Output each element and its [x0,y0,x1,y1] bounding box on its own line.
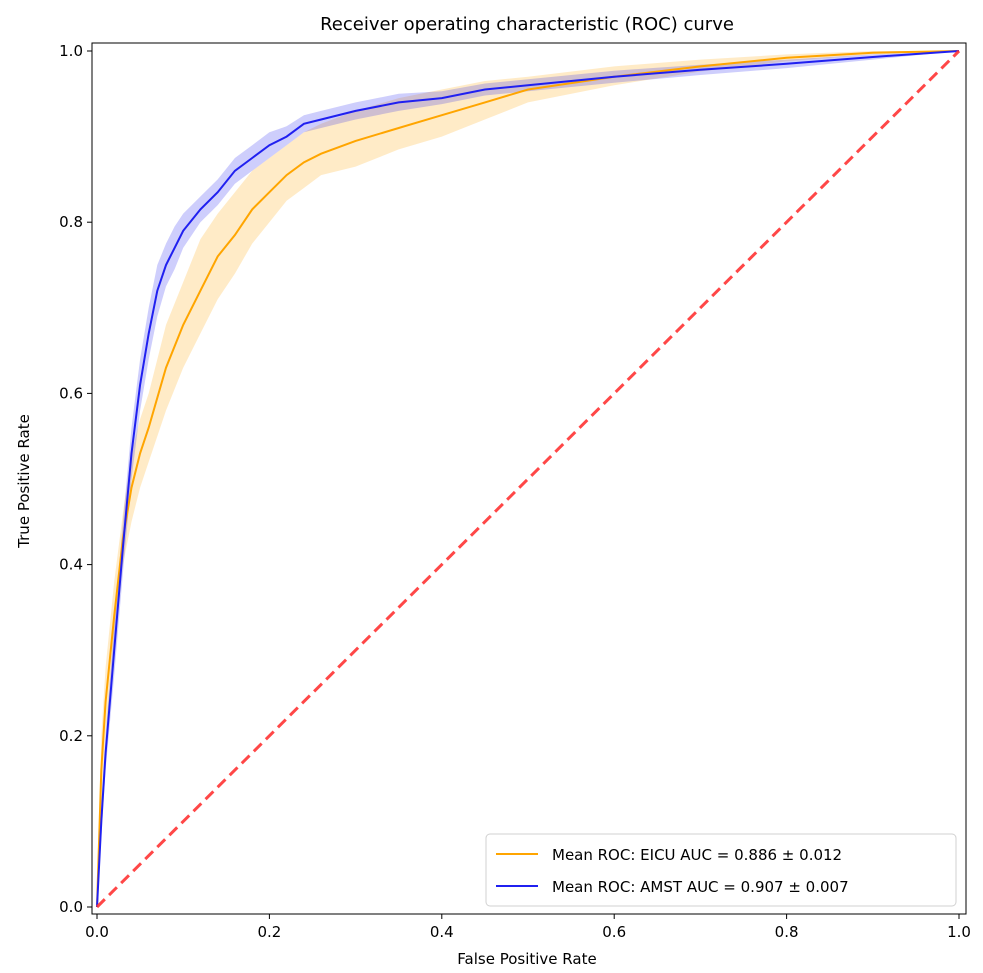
legend: Mean ROC: EICU AUC = 0.886 ± 0.012 Mean … [485,833,957,907]
x-tick-label: 1.0 [947,923,971,941]
x-axis-label: False Positive Rate [457,950,596,968]
legend-label-eicu: Mean ROC: EICU AUC = 0.886 ± 0.012 [552,846,842,864]
y-tick-label: 0.4 [59,556,83,574]
confidence-band-1 [97,51,959,907]
y-tick-label: 0.8 [59,213,83,231]
plot-area [91,42,967,915]
y-tick-label: 0.0 [59,898,83,916]
confidence-bands [97,51,959,907]
y-tick-label: 0.2 [59,727,83,745]
y-tick-label: 0.6 [59,384,83,402]
series-lines [95,49,961,909]
series-line-1 [96,50,960,908]
x-tick-label: 0.8 [775,923,799,941]
chart-title: Receiver operating characteristic (ROC) … [320,14,734,35]
plot-frame [91,42,967,915]
legend-box [485,833,957,907]
y-axis-ticks: 0.0 0.2 0.4 0.6 0.8 1.0 [59,42,92,916]
chance-line [95,49,961,909]
legend-label-amst: Mean ROC: AMST AUC = 0.907 ± 0.007 [552,878,849,896]
x-tick-label: 0.2 [257,923,281,941]
x-tick-label: 0.0 [85,923,109,941]
x-tick-label: 0.4 [430,923,454,941]
x-tick-label: 0.6 [602,923,626,941]
y-axis-label: True Positive Rate [15,414,33,549]
y-tick-label: 1.0 [59,42,83,60]
series-line-0 [96,50,960,908]
x-axis-ticks: 0.0 0.2 0.4 0.6 0.8 1.0 [85,914,971,941]
